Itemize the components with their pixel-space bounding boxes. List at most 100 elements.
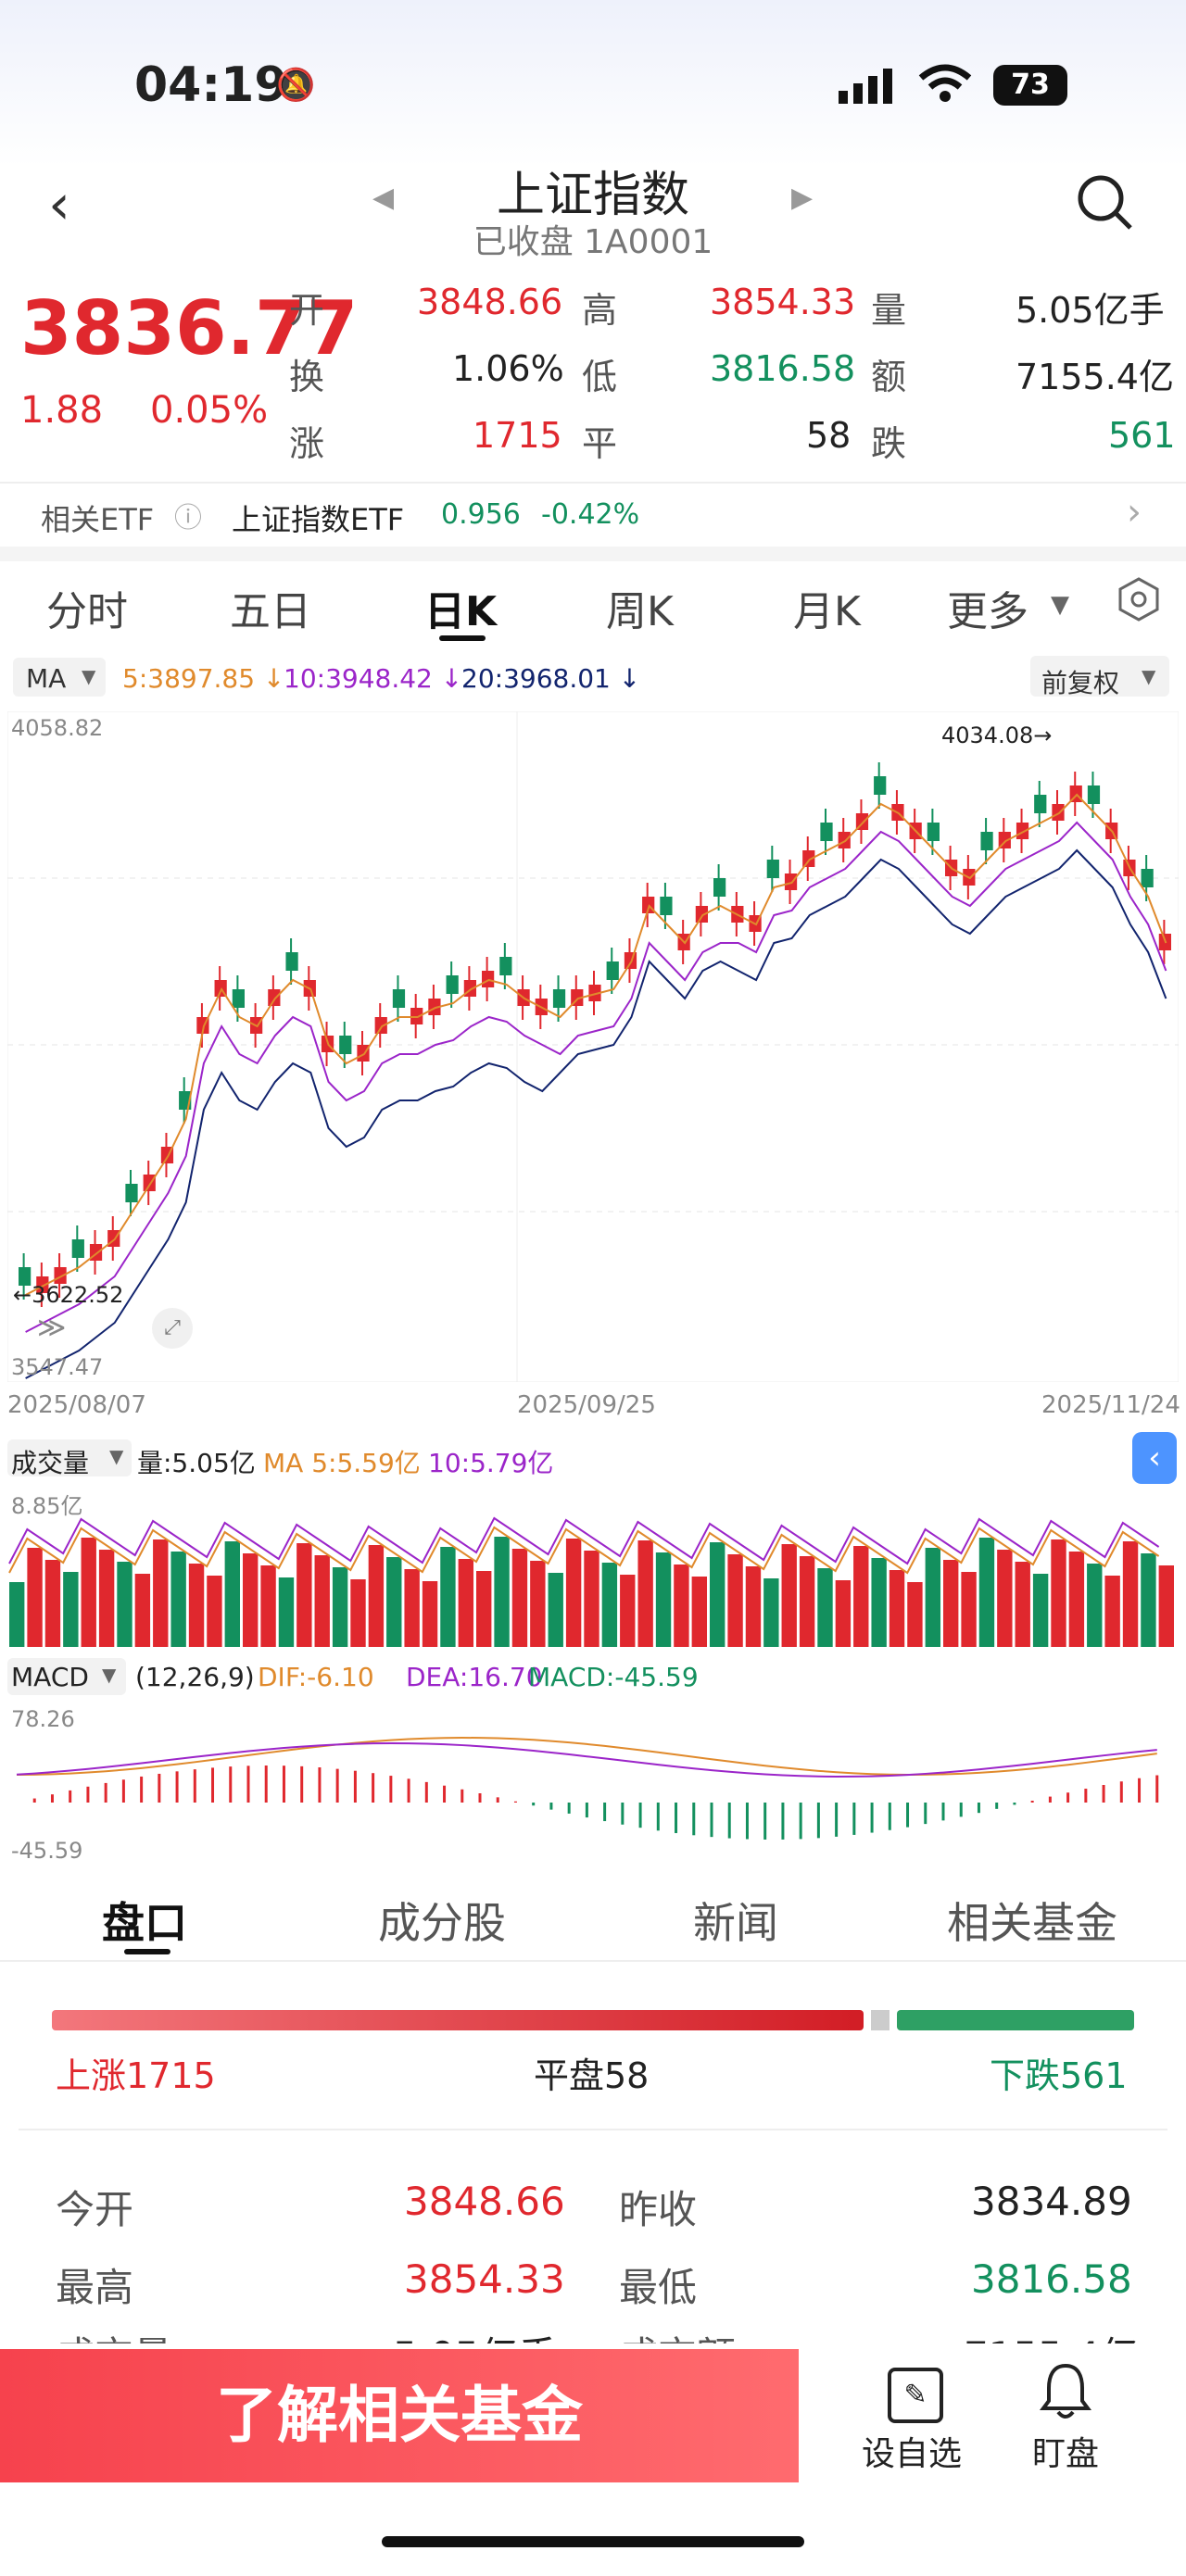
- volume-chart[interactable]: [7, 1482, 1179, 1647]
- subtab-funds[interactable]: 相关基金: [947, 1898, 1117, 1948]
- volume-bar: [332, 1567, 348, 1647]
- volume-bar: [207, 1576, 222, 1647]
- back-icon[interactable]: ‹: [48, 172, 70, 237]
- macd-selector[interactable]: [7, 1658, 126, 1695]
- etf-label: 相关ETF: [41, 502, 155, 537]
- candle: [71, 1239, 84, 1258]
- page-title: 上证指数: [496, 168, 689, 223]
- tab-5day[interactable]: 五日: [230, 588, 311, 635]
- add-watchlist-label[interactable]: 设自选: [862, 2435, 963, 2473]
- volume-selector[interactable]: [7, 1439, 132, 1476]
- volume-bar: [1015, 1562, 1030, 1647]
- settings-hexagon-icon[interactable]: [1116, 576, 1162, 626]
- volume-bar: [440, 1547, 456, 1647]
- collapse-panel-icon[interactable]: ‹: [1132, 1432, 1177, 1484]
- volume-bar: [314, 1555, 330, 1647]
- subtab-news[interactable]: 新闻: [693, 1898, 778, 1948]
- tab-intraday[interactable]: 分时: [46, 588, 128, 635]
- tab-weekly-k[interactable]: 周K: [606, 588, 674, 635]
- tab-more[interactable]: 更多: [947, 588, 1028, 635]
- breadth-flat-fill: [871, 2010, 890, 2030]
- volume-dropdown-icon[interactable]: ▼: [109, 1445, 124, 1467]
- volume-bar: [674, 1564, 689, 1647]
- expand-left-icon[interactable]: ≫: [37, 1312, 67, 1344]
- fullscreen-icon[interactable]: ⤢: [152, 1308, 193, 1349]
- volume-bar: [368, 1545, 385, 1647]
- day-high-label: 最高: [56, 2265, 134, 2310]
- candle: [802, 850, 815, 867]
- kline-axis-top: 4058.82: [11, 715, 104, 741]
- flat-count-value: 58: [806, 415, 852, 456]
- macd-name[interactable]: MACD: [11, 1662, 89, 1692]
- volume-bar: [781, 1544, 797, 1647]
- date-mid: 2025/09/25: [517, 1391, 656, 1419]
- volume-bar: [350, 1579, 366, 1647]
- tab-monthly-k[interactable]: 月K: [793, 588, 861, 635]
- candle: [1087, 785, 1101, 804]
- etf-name[interactable]: 上证指数ETF: [232, 502, 405, 537]
- adjust-dropdown-icon[interactable]: ▼: [1142, 665, 1156, 687]
- ma-selector[interactable]: [13, 658, 106, 697]
- prev-close-value: 3834.89: [971, 2179, 1132, 2224]
- ma10-value: 10:3948.42 ↓: [284, 663, 463, 694]
- prev-index-icon[interactable]: ◀: [372, 182, 395, 214]
- candle: [784, 873, 798, 890]
- ma-name[interactable]: MA: [26, 663, 67, 694]
- macd-dif: DIF:-6.10: [258, 1662, 374, 1692]
- divider: [0, 1960, 1186, 1962]
- subtab-constituents[interactable]: 成分股: [378, 1898, 506, 1948]
- chevron-right-icon[interactable]: ›: [1127, 491, 1142, 534]
- today-open-label: 今开: [56, 2187, 134, 2232]
- volume-bar: [494, 1537, 510, 1647]
- track-label[interactable]: 盯盘: [1032, 2435, 1100, 2473]
- ma-dropdown-icon[interactable]: ▼: [82, 665, 96, 687]
- macd-dropdown-icon[interactable]: ▼: [102, 1664, 117, 1686]
- candle: [713, 878, 726, 897]
- search-icon[interactable]: [1075, 172, 1134, 235]
- volume-bar: [476, 1571, 492, 1647]
- volume-name[interactable]: 成交量: [11, 1448, 90, 1478]
- volume-bar: [835, 1580, 852, 1647]
- learn-funds-button[interactable]: 了解相关基金: [0, 2349, 799, 2482]
- volume-current: 量:5.05亿: [137, 1448, 256, 1478]
- candle: [1052, 804, 1065, 821]
- volume-bar: [1122, 1541, 1139, 1647]
- macd-dea: DEA:16.70: [406, 1662, 543, 1692]
- up-count-label: 涨: [289, 423, 325, 464]
- volume-bar: [9, 1582, 25, 1647]
- candle: [1141, 869, 1154, 887]
- adjust-selector[interactable]: [1030, 656, 1169, 697]
- candle: [482, 971, 495, 987]
- volume-bar: [170, 1552, 186, 1647]
- adjust-label[interactable]: 前复权: [1041, 668, 1120, 698]
- kline-chart[interactable]: [7, 711, 1179, 1382]
- tab-daily-k[interactable]: 日K: [424, 588, 498, 635]
- add-watchlist-icon[interactable]: ✎: [888, 2368, 943, 2423]
- volume-bar: [978, 1538, 995, 1647]
- volume-bar: [601, 1563, 618, 1647]
- info-icon[interactable]: ⓘ: [174, 502, 202, 534]
- candle: [54, 1267, 67, 1284]
- candle: [980, 832, 993, 850]
- macd-chart[interactable]: [7, 1701, 1179, 1867]
- amount-value: 7155.4亿: [1016, 357, 1174, 397]
- last-price: 3836.77: [20, 285, 359, 371]
- turnover-value: 1.06%: [452, 348, 564, 389]
- subtab-order-book[interactable]: 盘口: [102, 1898, 187, 1948]
- candle: [374, 1017, 387, 1034]
- subtab-active-underline: [124, 1949, 170, 1954]
- volume-bar: [1051, 1539, 1066, 1647]
- bell-icon[interactable]: [1038, 2360, 1093, 2425]
- next-index-icon[interactable]: ▶: [791, 182, 814, 214]
- volume-bar: [1068, 1552, 1085, 1647]
- more-dropdown-icon[interactable]: ▼: [1051, 591, 1069, 619]
- volume-bar: [243, 1553, 259, 1647]
- candle: [927, 823, 940, 841]
- volume-bar: [117, 1562, 132, 1647]
- candle: [19, 1267, 32, 1286]
- candle: [339, 1036, 352, 1054]
- divider: [0, 482, 1186, 484]
- volume-bar: [584, 1551, 599, 1647]
- open-value: 3848.66: [417, 282, 563, 322]
- etf-pct: -0.42%: [541, 498, 640, 531]
